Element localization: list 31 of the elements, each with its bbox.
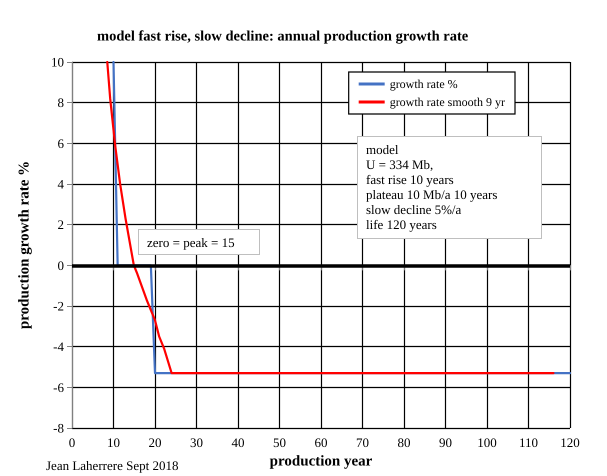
y-tick-label: 10 [51,54,64,70]
y-axis-title: production growth rate % [16,160,32,330]
x-tick-label: 0 [68,435,76,450]
x-tick-label: 80 [398,435,410,450]
x-tick-label: 40 [232,435,244,450]
legend-label: growth rate smooth 9 yr [390,95,506,109]
y-tick-label: 4 [58,176,64,192]
y-tick-label: -8 [53,420,64,436]
x-tick-label: 30 [190,435,203,450]
x-tick-label: 50 [273,435,286,450]
annotation: zero = peak = 15 [147,235,235,250]
x-axis-title: production year [270,453,373,470]
annotation: model U = 334 Mb, fast rise 10 years plateau 10 Mb/a 10 years slow decline 5%/a life 120 years [366,142,498,232]
y-tick-label: 2 [58,217,64,232]
y-tick-label: -2 [53,298,64,314]
y-tick-label: 0 [58,258,64,273]
y-tick-label: 6 [58,136,64,151]
x-tick-label: 90 [439,435,452,450]
x-tick-label: 20 [148,435,162,450]
chart-title: model fast rise, slow decline: annual production growth rate [97,28,469,44]
x-tick-label: 120 [560,435,580,450]
x-tick-label: 10 [107,435,120,450]
x-tick-label: 70 [356,435,369,450]
x-tick-label: 60 [314,435,328,450]
legend-label: growth rate % [390,77,458,91]
y-tick-label: -4 [53,339,64,354]
y-tick-label: -6 [53,380,64,395]
x-tick-label: 110 [518,435,538,450]
x-tick-label: 100 [477,435,497,450]
y-tick-label: 8 [58,95,64,110]
text: Jean Laherrere Sept 2018 [46,458,178,473]
